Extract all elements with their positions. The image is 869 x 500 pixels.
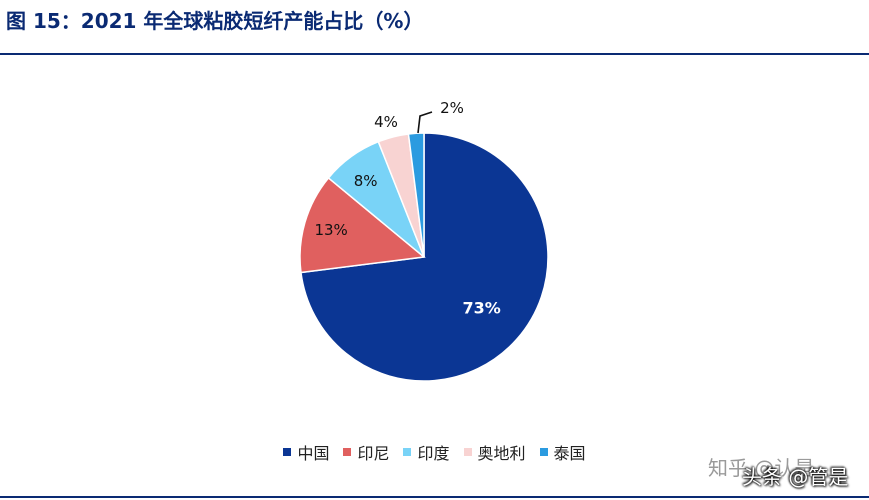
- legend-label: 中国: [297, 444, 330, 463]
- slice-label: 4%: [374, 113, 398, 131]
- legend-item: 中国: [283, 440, 329, 464]
- bottom-divider: [0, 496, 869, 498]
- legend-item: 奥地利: [463, 440, 526, 464]
- legend-swatch: [343, 448, 352, 456]
- legend-swatch: [283, 448, 292, 456]
- legend-swatch: [463, 448, 472, 456]
- legend-item: 印度: [403, 440, 450, 464]
- legend-item: 泰国: [539, 440, 586, 464]
- zhihu-watermark: 知乎 @认是: [708, 456, 815, 480]
- chart-legend: 中国 印尼 印度 奥地利 泰国: [0, 440, 869, 464]
- slice-label: 2%: [440, 99, 464, 117]
- slice-label: 13%: [314, 221, 347, 239]
- figure-title: 图 15：2021 年全球粘胶短纤产能占比（%）: [6, 9, 424, 33]
- slice-label: 8%: [354, 172, 378, 190]
- toutiao-watermark: 头条 @管是: [742, 465, 849, 489]
- leader-line: [417, 111, 433, 134]
- legend-label: 奥地利: [477, 444, 526, 463]
- legend-item: 印尼: [343, 440, 389, 464]
- pie-slice-5: [407, 132, 425, 258]
- legend-label: 泰国: [553, 444, 586, 463]
- legend-swatch: [403, 448, 412, 456]
- slice-label: 73%: [463, 298, 501, 317]
- legend-swatch: [539, 448, 548, 456]
- top-divider: [0, 53, 869, 55]
- legend-label: 印尼: [357, 444, 390, 463]
- legend-label: 印度: [417, 444, 450, 463]
- pie-slice-2: [299, 176, 426, 274]
